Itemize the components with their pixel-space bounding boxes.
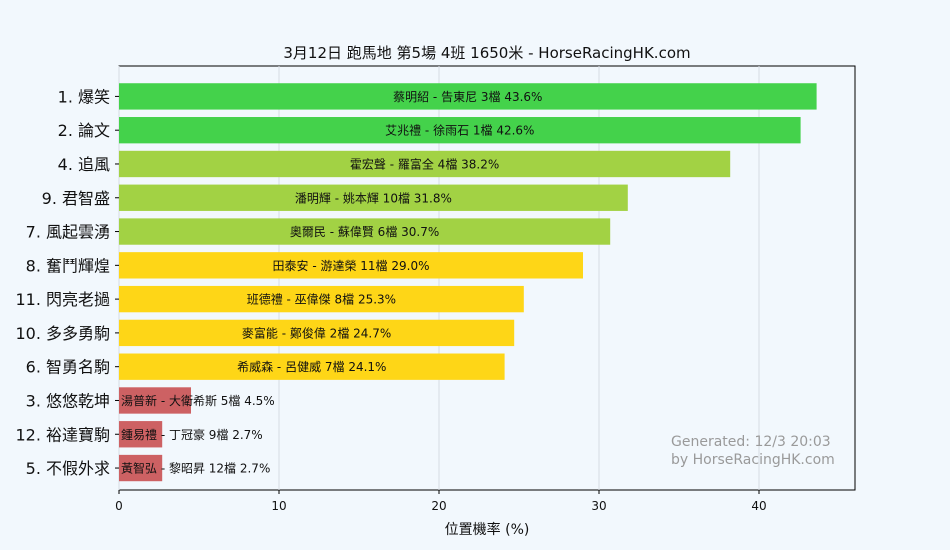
bar-label: 希威森 - 呂健威 7檔 24.1% — [237, 359, 386, 374]
bars: 蔡明紹 - 告東尼 3檔 43.6% 艾兆禮 - 徐雨石 1檔 42.6% 霍宏聲 … — [119, 83, 817, 482]
bar — [119, 218, 611, 245]
x-tick-label: 20 — [431, 499, 446, 513]
watermark-line-2: by HorseRacingHK.com — [671, 452, 835, 468]
bar-label: 田泰安 - 游達榮 11檔 29.0% — [273, 258, 430, 273]
bar — [119, 454, 163, 482]
bar-label: 班德禮 - 巫偉傑 8檔 25.3% — [247, 292, 396, 307]
bar-label: 黃智弘 - 黎昭昇 12檔 2.7% — [121, 461, 270, 476]
x-tick-label: 10 — [271, 499, 286, 513]
y-tick-label: 12. 裕達寶駒 — [15, 425, 110, 444]
y-tick-label: 10. 多多勇駒 — [15, 324, 110, 343]
bar — [119, 285, 524, 313]
y-tick-label: 6. 智勇名駒 — [26, 358, 110, 377]
bar-label: 湯普新 - 大衛希斯 5檔 4.5% — [121, 393, 275, 408]
bar — [119, 117, 801, 144]
bar-label: 霍宏聲 - 羅富全 4檔 38.2% — [350, 156, 499, 171]
x-axis-ticks: 0 10 20 30 40 — [115, 490, 767, 513]
bar — [119, 421, 163, 448]
x-axis-label: 位置機率 (%) — [445, 521, 530, 538]
bar — [119, 387, 191, 414]
y-tick-label: 11. 閃亮老撾 — [15, 290, 110, 309]
x-tick-label: 0 — [115, 499, 123, 513]
bar-label: 鍾易禮 - 丁冠豪 9檔 2.7% — [121, 427, 263, 442]
chart-title: 3月12日 跑馬地 第5場 4班 1650米 - HorseRacingHK.c… — [283, 44, 690, 62]
y-tick-label: 4. 追風 — [58, 155, 110, 174]
x-tick-label: 40 — [751, 499, 766, 513]
y-tick-label: 7. 風起雲湧 — [26, 223, 110, 242]
bar-label: 艾兆禮 - 徐雨石 1檔 42.6% — [385, 123, 534, 138]
y-tick-label: 1. 爆笑 — [58, 87, 110, 106]
bar-label: 蔡明紹 - 告東尼 3檔 43.6% — [393, 90, 542, 104]
bar — [119, 83, 817, 110]
bar — [119, 184, 628, 211]
bar — [119, 353, 505, 380]
bar-label: 奧爾民 - 蘇偉賢 6檔 30.7% — [290, 225, 439, 239]
y-tick-label: 3. 悠悠乾坤 — [26, 391, 110, 410]
y-tick-label: 9. 君智盛 — [42, 189, 110, 208]
y-tick-label: 5. 不假外求 — [26, 459, 110, 478]
bar-label: 潘明輝 - 姚本輝 10檔 31.8% — [295, 191, 452, 205]
bar — [119, 150, 731, 178]
y-tick-label: 8. 奮鬥輝煌 — [26, 256, 110, 275]
bar-label: 麥富能 - 鄭俊偉 2檔 24.7% — [242, 325, 391, 340]
watermark-line-1: Generated: 12/3 20:03 — [671, 434, 831, 450]
bar — [119, 252, 583, 279]
y-tick-label: 2. 論文 — [58, 121, 110, 140]
x-tick-label: 30 — [591, 499, 606, 513]
y-axis-labels: 1. 爆笑 2. 論文 4. 追風 9. 君智盛 7. 風起雲湧 8. 奮鬥輝煌 11. 閃… — [15, 87, 119, 478]
bar — [119, 319, 515, 347]
